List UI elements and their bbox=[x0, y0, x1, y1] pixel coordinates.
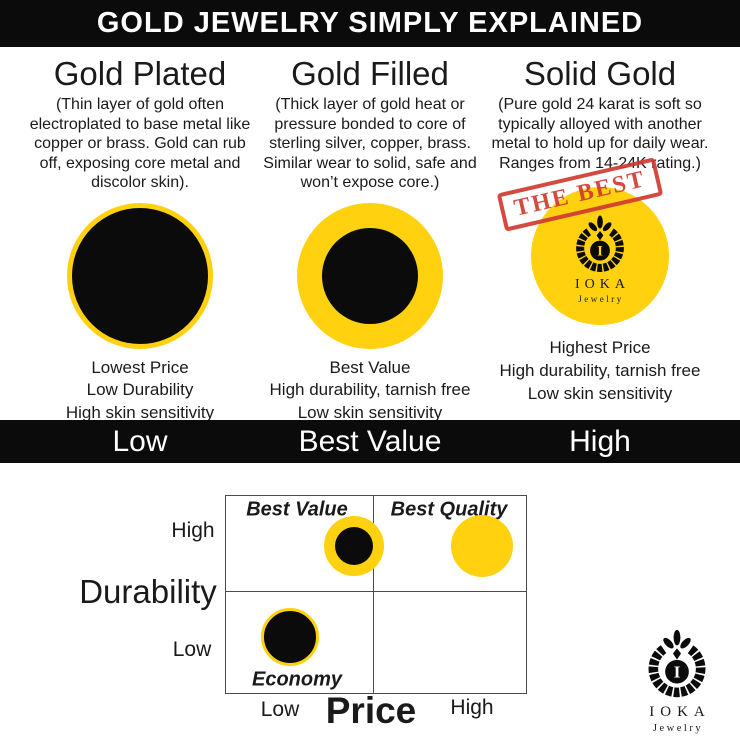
column-title: Gold Plated bbox=[53, 55, 227, 92]
attribute-line: High skin sensitivity bbox=[65, 403, 215, 423]
scale-label-high: High bbox=[569, 424, 631, 458]
footer-brand-subtitle: Jewelry bbox=[652, 723, 704, 734]
comparison-columns: Gold Plated (Thin layer of gold often el… bbox=[25, 55, 715, 425]
grid-vertical-divider bbox=[373, 496, 374, 693]
attribute-line: Lowest Price bbox=[91, 357, 189, 377]
gold-plated-circle bbox=[67, 202, 213, 349]
attribute-list: Highest Price High durability, tarnish f… bbox=[500, 337, 701, 405]
gold-filled-core bbox=[322, 227, 418, 324]
footer-ioka-logo: I IOKA Jewelry bbox=[607, 628, 740, 734]
crest-monogram: I bbox=[597, 244, 603, 260]
attribute-line: High durability, tarnish free bbox=[269, 380, 471, 400]
column-title: Gold Filled bbox=[291, 55, 449, 92]
ioka-badge-logo: I IOKA Jewelry bbox=[569, 214, 631, 304]
x-axis-tick-low: Low bbox=[260, 698, 300, 721]
quadrant-label-economy: Economy bbox=[251, 668, 343, 691]
x-axis-label: Price bbox=[325, 690, 417, 731]
column-title: Solid Gold bbox=[523, 55, 677, 92]
badge-brand-subtitle: Jewelry bbox=[578, 294, 624, 305]
attribute-line: Low Durability bbox=[86, 380, 194, 400]
attribute-line: Best Value bbox=[329, 357, 411, 377]
attribute-line: Highest Price bbox=[549, 338, 651, 358]
quadrant-chart: Best Value Best Quality Economy High Dur… bbox=[0, 463, 740, 740]
attribute-line: Low skin sensitivity bbox=[297, 403, 443, 423]
column-description: (Thick layer of gold heat or pressure bo… bbox=[263, 96, 477, 192]
point-gold-plated bbox=[261, 608, 319, 666]
chart-grid: Best Value Best Quality Economy bbox=[225, 495, 527, 694]
x-axis-tick-high: High bbox=[450, 696, 494, 719]
grid-horizontal-divider bbox=[226, 591, 526, 592]
badge-brand-name: IOKA bbox=[575, 277, 630, 293]
attribute-list: Best Value High durability, tarnish free… bbox=[270, 357, 471, 425]
attribute-list: Lowest Price Low Durability High skin se… bbox=[66, 357, 214, 425]
ioka-crest-icon: I bbox=[569, 214, 631, 276]
y-axis-tick-high: High bbox=[171, 519, 215, 542]
gold-filled-circle-area bbox=[255, 201, 485, 351]
column-description: (Thin layer of gold often electroplated … bbox=[29, 96, 251, 192]
point-gold-filled-core bbox=[335, 527, 373, 565]
column-gold-filled: Gold Filled (Thick layer of gold heat or… bbox=[255, 55, 485, 425]
attribute-line: High durability, tarnish free bbox=[499, 360, 701, 380]
solid-gold-circle: I IOKA Jewelry bbox=[531, 187, 669, 326]
crest-monogram: I bbox=[674, 663, 681, 682]
column-gold-plated: Gold Plated (Thin layer of gold often el… bbox=[25, 55, 255, 425]
point-solid-gold bbox=[451, 515, 513, 577]
solid-gold-circle-area: I IOKA Jewelry THE BEST bbox=[485, 157, 715, 331]
header-bar: GOLD JEWELRY SIMPLY EXPLAINED bbox=[0, 0, 740, 47]
y-axis-label: Durability bbox=[79, 573, 217, 610]
quadrant-label-best-value: Best Value bbox=[246, 498, 348, 521]
scale-label-low: Low bbox=[112, 424, 168, 458]
gold-plated-circle-area bbox=[25, 201, 255, 351]
column-solid-gold: Solid Gold (Pure gold 24 karat is soft s… bbox=[485, 55, 715, 425]
point-gold-filled bbox=[324, 516, 384, 576]
gold-filled-circle bbox=[297, 202, 443, 349]
attribute-line: Low skin sensitivity bbox=[527, 383, 673, 403]
scale-label-best-value: Best Value bbox=[298, 424, 442, 458]
ioka-crest-icon: I bbox=[640, 628, 714, 702]
price-scale-bar: Low Best Value High bbox=[0, 420, 740, 463]
page-title: GOLD JEWELRY SIMPLY EXPLAINED bbox=[96, 7, 644, 39]
y-axis-tick-low: Low bbox=[172, 638, 212, 661]
column-description: (Pure gold 24 karat is soft so typically… bbox=[491, 96, 709, 172]
footer-brand-name: IOKA bbox=[649, 704, 711, 720]
